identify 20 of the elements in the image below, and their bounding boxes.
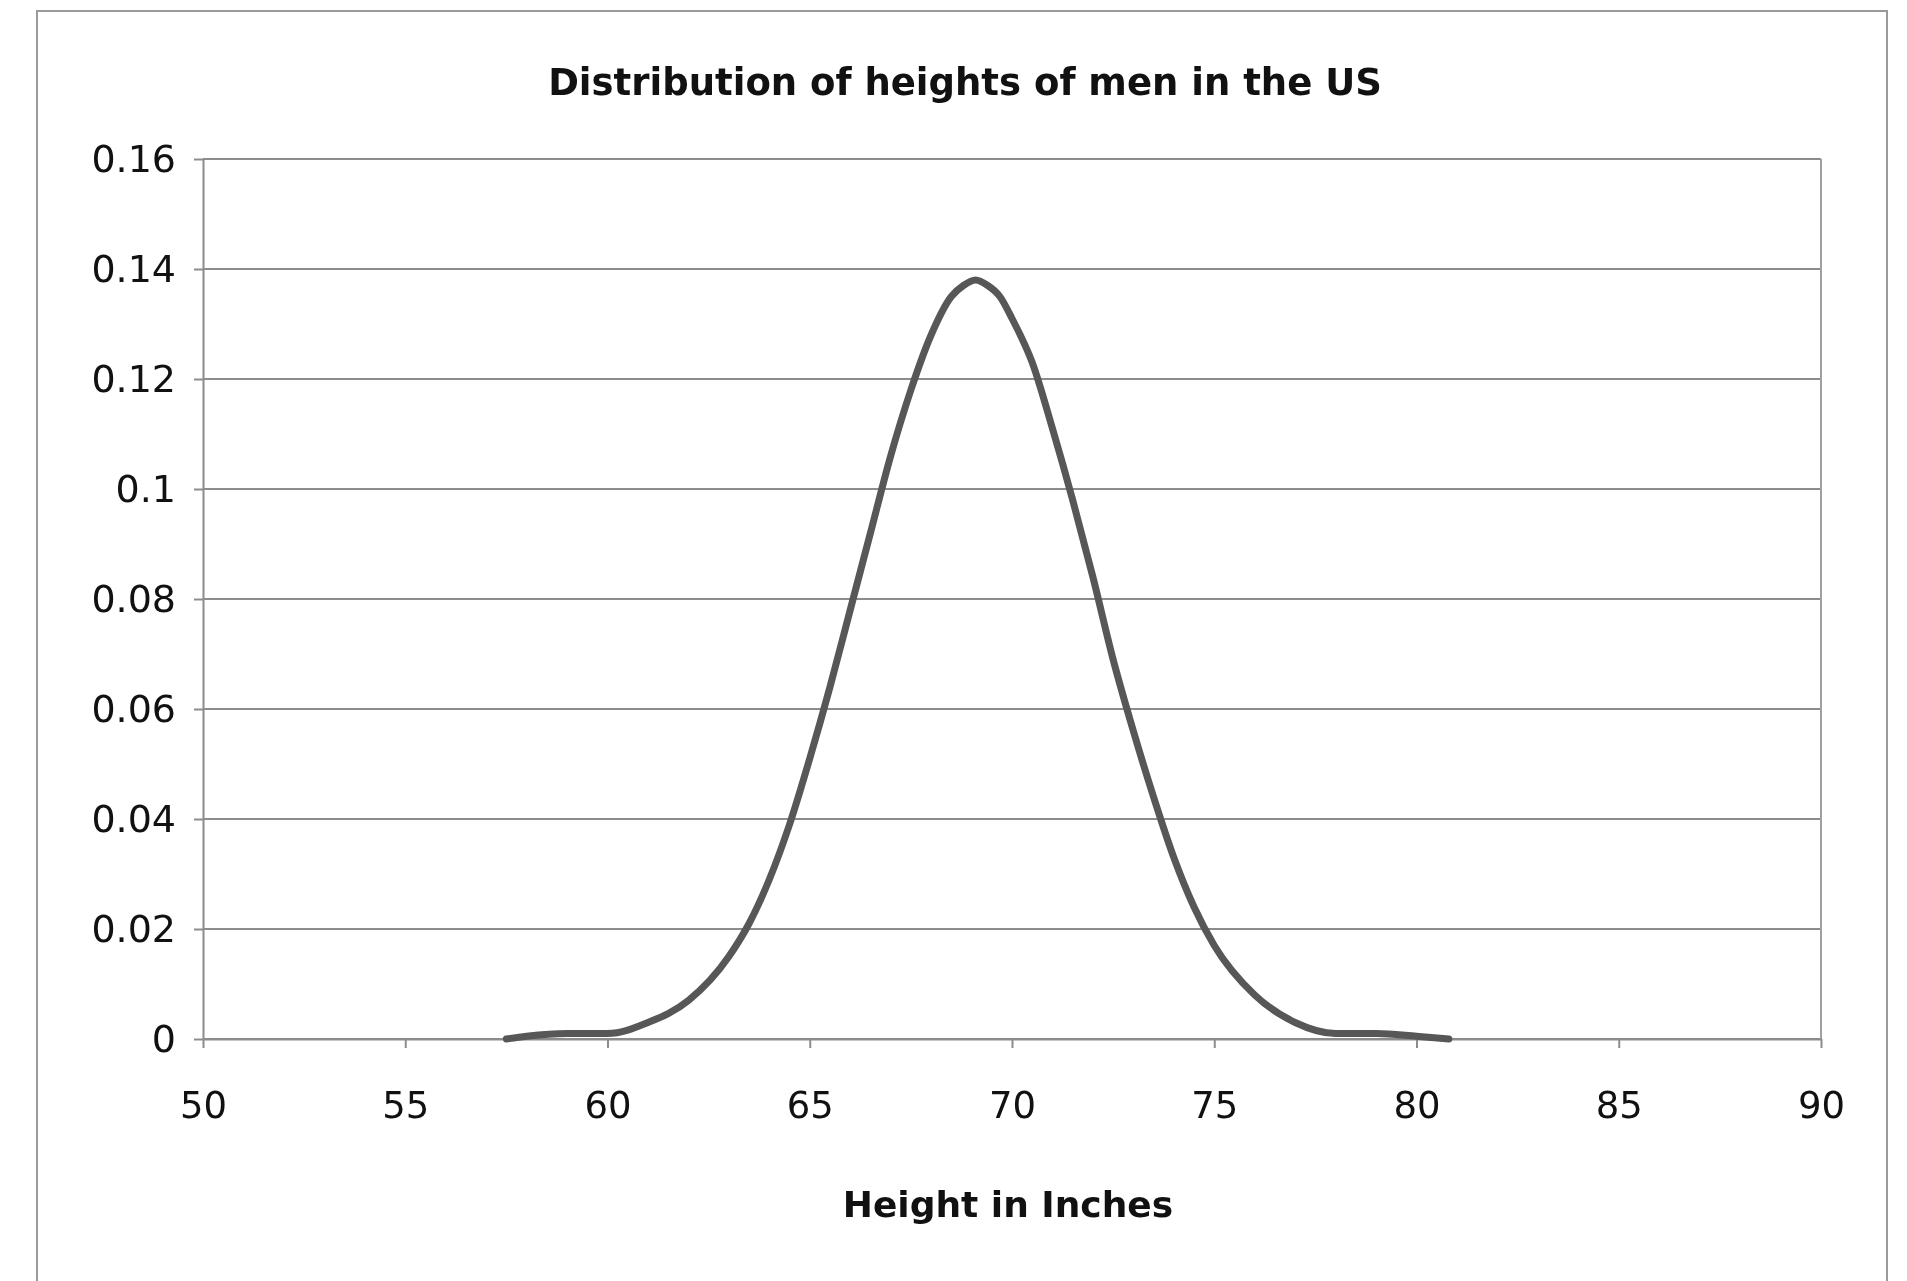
x-tick-label: 80	[1393, 1084, 1441, 1128]
y-tick-label: 0.14	[91, 246, 176, 291]
y-tick-label: 0.06	[91, 686, 176, 731]
y-tick-label: 0.02	[91, 906, 176, 951]
y-tick-label: 0.04	[91, 796, 176, 841]
x-tick-label: 70	[988, 1084, 1037, 1128]
y-tick-label: 0.08	[91, 576, 176, 621]
x-axis-title: Height in Inches	[842, 1184, 1174, 1225]
x-tick-label: 90	[1797, 1084, 1846, 1128]
x-tick-label: 75	[1191, 1084, 1239, 1128]
y-tick-label: 0.1	[115, 466, 176, 511]
x-tick-label: 85	[1595, 1084, 1643, 1128]
chart-title: Distribution of heights of men in the US	[548, 61, 1382, 104]
x-tick-label: 50	[179, 1084, 228, 1128]
x-tick-label: 55	[382, 1084, 430, 1128]
y-tick-label: 0	[151, 1016, 176, 1061]
x-tick-label: 60	[584, 1084, 632, 1128]
y-tick-label: 0.12	[91, 356, 176, 401]
y-tick-label: 0.16	[91, 136, 176, 181]
x-tick-label: 65	[786, 1084, 834, 1128]
